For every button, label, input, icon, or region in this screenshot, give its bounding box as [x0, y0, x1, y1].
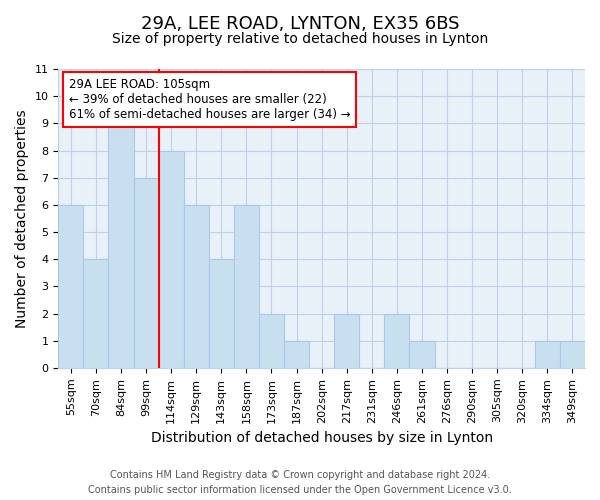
Bar	[109, 124, 134, 368]
Bar	[409, 341, 434, 368]
Text: Size of property relative to detached houses in Lynton: Size of property relative to detached ho…	[112, 32, 488, 46]
Bar	[58, 205, 83, 368]
Bar	[385, 314, 409, 368]
Bar	[184, 205, 209, 368]
Bar	[259, 314, 284, 368]
Bar	[560, 341, 585, 368]
Bar	[535, 341, 560, 368]
Bar	[158, 150, 184, 368]
Y-axis label: Number of detached properties: Number of detached properties	[15, 109, 29, 328]
Bar	[334, 314, 359, 368]
X-axis label: Distribution of detached houses by size in Lynton: Distribution of detached houses by size …	[151, 431, 493, 445]
Bar	[284, 341, 309, 368]
Bar	[234, 205, 259, 368]
Bar	[134, 178, 158, 368]
Bar	[209, 259, 234, 368]
Bar	[83, 259, 109, 368]
Text: Contains HM Land Registry data © Crown copyright and database right 2024.
Contai: Contains HM Land Registry data © Crown c…	[88, 470, 512, 495]
Text: 29A LEE ROAD: 105sqm
← 39% of detached houses are smaller (22)
61% of semi-detac: 29A LEE ROAD: 105sqm ← 39% of detached h…	[69, 78, 350, 121]
Text: 29A, LEE ROAD, LYNTON, EX35 6BS: 29A, LEE ROAD, LYNTON, EX35 6BS	[141, 15, 459, 33]
